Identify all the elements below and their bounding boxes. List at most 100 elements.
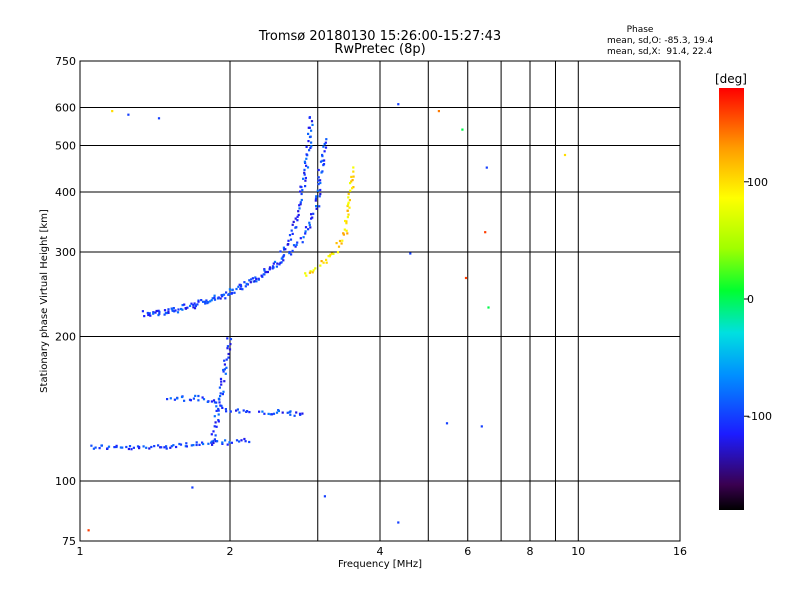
data-point <box>210 400 213 403</box>
data-point <box>298 204 301 207</box>
data-point <box>307 132 310 135</box>
data-point <box>330 252 333 255</box>
data-point <box>213 401 216 404</box>
y-tick-label: 300 <box>55 246 76 259</box>
data-point <box>351 179 354 182</box>
data-point <box>297 210 300 213</box>
y-tick-label: 200 <box>55 331 76 344</box>
data-point <box>351 187 354 190</box>
data-point <box>167 308 170 311</box>
data-point <box>319 264 322 267</box>
data-point <box>310 145 313 148</box>
data-point <box>223 368 226 371</box>
data-point <box>260 274 263 277</box>
data-point <box>295 411 298 414</box>
data-point <box>308 223 311 227</box>
data-point <box>298 412 302 415</box>
data-point <box>239 287 242 290</box>
data-point <box>194 394 197 397</box>
data-point <box>300 198 303 202</box>
data-point <box>315 195 318 198</box>
data-point <box>283 248 286 251</box>
data-point <box>257 278 260 281</box>
data-point <box>310 120 314 123</box>
data-point <box>128 445 132 448</box>
data-point <box>213 425 216 428</box>
data-point <box>243 437 246 441</box>
data-point <box>141 310 144 313</box>
data-point <box>304 272 307 275</box>
data-point <box>282 259 285 262</box>
data-point <box>235 287 238 291</box>
data-point <box>303 173 306 176</box>
data-point <box>397 521 400 524</box>
data-point <box>228 348 232 351</box>
data-point <box>179 443 183 446</box>
data-point <box>143 315 146 318</box>
data-point <box>183 303 186 306</box>
data-point <box>275 265 278 268</box>
data-point <box>219 297 222 300</box>
data-point <box>480 425 483 428</box>
data-point <box>215 425 218 428</box>
data-point <box>197 300 200 303</box>
data-point <box>347 213 350 216</box>
data-point <box>248 440 251 444</box>
data-point <box>294 245 297 248</box>
y-tick-label: 100 <box>55 475 76 488</box>
data-point <box>147 313 150 317</box>
data-point <box>150 445 153 449</box>
data-point <box>243 281 246 284</box>
data-point <box>193 302 196 305</box>
data-point <box>341 239 344 242</box>
data-point <box>298 207 301 210</box>
data-point <box>296 241 299 244</box>
data-point <box>314 199 317 202</box>
data-point <box>94 446 97 449</box>
data-point <box>263 268 266 271</box>
data-point <box>180 395 184 399</box>
data-point <box>302 177 305 180</box>
data-point <box>152 311 155 314</box>
data-point <box>303 160 306 163</box>
data-point <box>340 242 343 245</box>
data-point <box>210 440 213 443</box>
data-point <box>228 293 231 296</box>
data-point <box>272 412 276 415</box>
data-point <box>277 409 280 413</box>
data-point <box>397 103 400 106</box>
data-point <box>220 380 223 383</box>
data-point <box>315 205 318 208</box>
data-point <box>100 444 103 447</box>
data-point <box>192 306 195 309</box>
data-point <box>345 220 348 223</box>
data-point <box>154 311 157 314</box>
data-point <box>350 180 353 183</box>
data-point <box>291 223 294 226</box>
data-point <box>311 123 314 126</box>
data-point <box>212 399 216 402</box>
data-point <box>229 343 232 346</box>
data-point <box>98 447 101 450</box>
data-point <box>305 164 308 167</box>
data-point <box>319 160 323 163</box>
data-point <box>170 445 173 448</box>
data-point <box>349 189 352 192</box>
data-point <box>310 129 313 132</box>
data-point <box>272 262 275 265</box>
data-point <box>216 440 219 443</box>
data-point <box>352 186 355 189</box>
data-point <box>176 311 180 314</box>
data-point <box>190 444 193 447</box>
data-point <box>299 203 302 206</box>
data-point <box>121 446 124 449</box>
data-point <box>155 309 158 313</box>
data-point <box>301 189 304 192</box>
x-axis-label: Frequency [MHz] <box>338 559 422 570</box>
colorbar-tick-label: 0 <box>747 293 754 306</box>
data-point <box>204 302 207 305</box>
colorbar-ticks: 100 0 -100 <box>744 176 772 423</box>
data-point <box>204 300 207 303</box>
data-point <box>261 410 264 413</box>
data-point <box>307 228 310 231</box>
